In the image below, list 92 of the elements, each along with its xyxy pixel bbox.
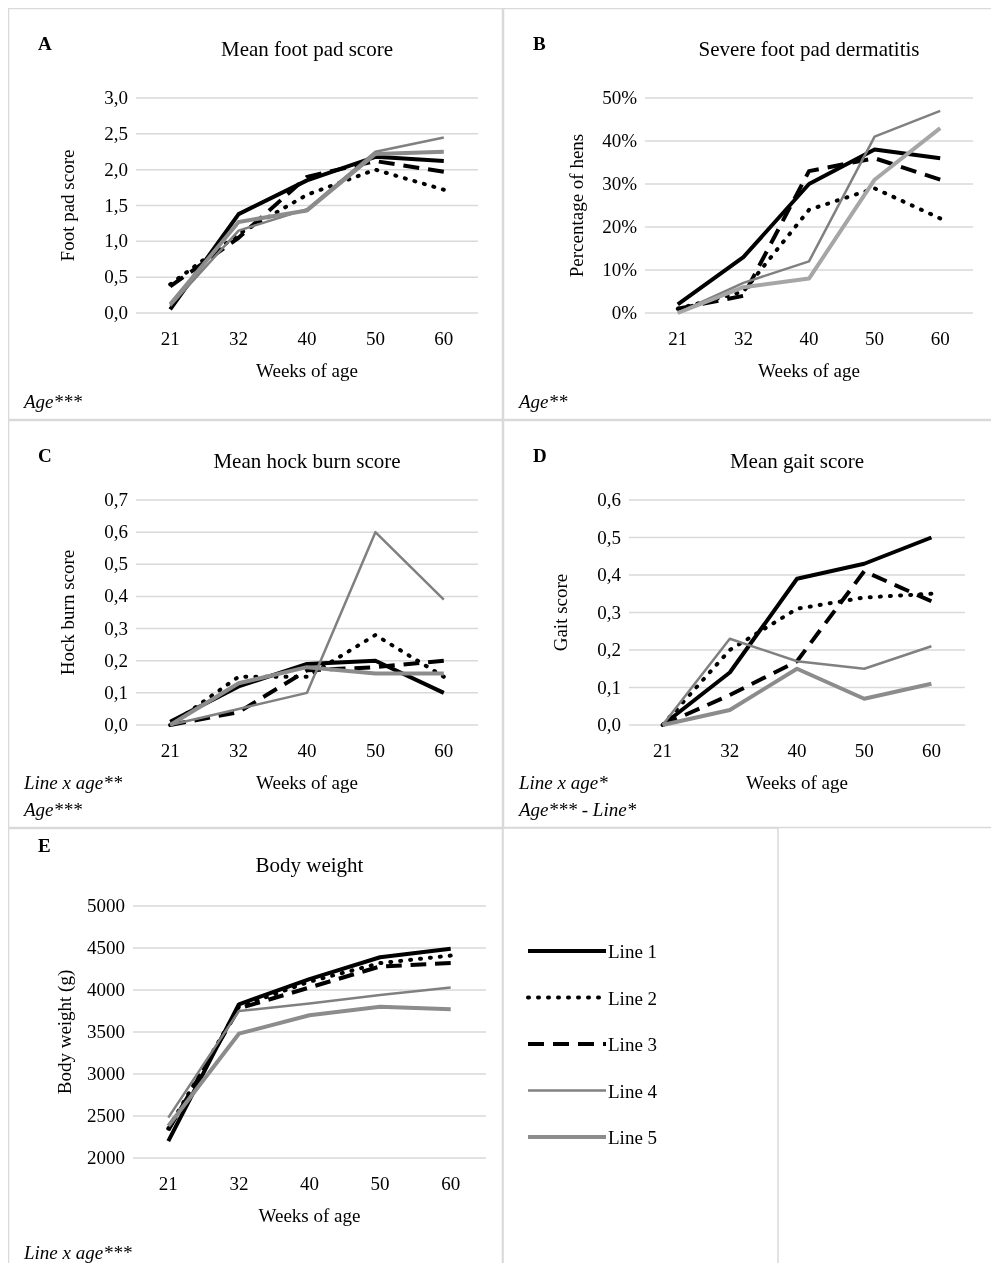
y-axis-title: Foot pad score [57, 149, 78, 262]
text: A [38, 33, 52, 54]
y-tick-label: 1,0 [104, 230, 128, 252]
y-tick-label: 0% [611, 302, 638, 323]
y-tick-label: 0,6 [104, 521, 128, 543]
y-axis-title: Body weight (g) [54, 969, 76, 1095]
y-tick-label: 0,5 [104, 266, 128, 288]
y-tick-label: 0,0 [104, 714, 128, 735]
y-tick-label: 0,1 [597, 676, 621, 698]
y-tick-label: 0,3 [104, 617, 128, 639]
y-tick-label: 2,5 [104, 122, 128, 144]
y-tick-label: 30% [602, 173, 638, 194]
y-tick-label: 0,2 [597, 639, 621, 660]
y-tick-label: 0,4 [104, 585, 129, 607]
x-tick-label: 50 [365, 328, 385, 349]
y-tick-label: 2000 [87, 1147, 125, 1168]
text: Line x age* [518, 772, 609, 793]
y-tick-label: 0,5 [104, 553, 128, 575]
x-tick-label: 21 [653, 740, 673, 761]
x-tick-label: 50 [854, 740, 874, 761]
y-axis-title: Hock burn score [57, 549, 78, 676]
legend-label: Line 5 [608, 1127, 658, 1148]
x-tick-label: 50 [370, 1173, 390, 1194]
y-tick-label: 50% [602, 87, 638, 108]
x-tick-label: 60 [930, 328, 950, 349]
x-tick-label: 32 [229, 1173, 249, 1194]
x-tick-label: 60 [441, 1173, 461, 1194]
x-tick-label: 60 [434, 740, 454, 761]
x-tick-label: 40 [297, 740, 317, 761]
y-tick-label: 0,2 [104, 649, 128, 671]
y-tick-label: 4000 [87, 979, 125, 1000]
x-axis-title: Weeks of age [256, 772, 358, 793]
legend-label: Line 4 [608, 1080, 658, 1102]
x-axis-title: Weeks of age [746, 772, 848, 793]
y-tick-label: 3500 [87, 1021, 125, 1042]
y-tick-label: 3,0 [104, 87, 128, 108]
text: Line x age*** [23, 1242, 133, 1263]
legend-label: Line 3 [608, 1034, 658, 1055]
y-tick-label: 0,1 [104, 681, 128, 703]
x-tick-label: 40 [787, 740, 807, 761]
chart-title: Mean gait score [729, 449, 865, 473]
text: Age** [517, 391, 569, 412]
x-tick-label: 21 [668, 328, 688, 349]
x-tick-label: 50 [365, 740, 385, 761]
x-axis-title: Weeks of age [258, 1205, 361, 1226]
text: C [38, 445, 52, 466]
chart-title: Severe foot pad dermatitis [698, 37, 920, 61]
chart-title: Mean foot pad score [220, 37, 394, 61]
x-tick-label: 32 [733, 328, 753, 349]
y-tick-label: 10% [602, 259, 638, 280]
x-tick-label: 60 [921, 740, 941, 761]
y-tick-label: 0,3 [597, 601, 621, 623]
text: Age*** [22, 799, 83, 820]
y-tick-label: 1,5 [104, 194, 128, 216]
legend-label: Line 2 [608, 987, 658, 1009]
x-tick-label: 40 [297, 328, 317, 349]
y-tick-label: 2500 [87, 1105, 125, 1126]
text: B [533, 33, 546, 54]
chart-title: Mean hock burn score [213, 449, 401, 473]
y-tick-label: 40% [602, 130, 638, 151]
y-tick-label: 20% [602, 216, 638, 237]
y-axis-title: Percentage of hens [566, 133, 587, 278]
x-tick-label: 50 [865, 328, 885, 349]
y-tick-label: 0,5 [597, 526, 621, 548]
x-tick-label: 40 [799, 328, 819, 349]
text: Line x age** [23, 772, 123, 793]
x-tick-label: 32 [229, 740, 249, 761]
y-axis-title: Gait score [550, 573, 571, 652]
y-tick-label: 0,0 [104, 302, 128, 323]
y-tick-label: 0,0 [597, 714, 621, 735]
x-tick-label: 32 [720, 740, 740, 761]
y-tick-label: 4500 [87, 937, 125, 958]
x-axis-title: Weeks of age [758, 360, 860, 381]
y-tick-label: 0,4 [597, 564, 622, 585]
x-tick-label: 60 [434, 328, 454, 349]
x-tick-label: 32 [229, 328, 249, 349]
text: D [533, 445, 547, 466]
text: Age*** [22, 391, 83, 412]
y-tick-label: 5000 [87, 895, 125, 916]
x-tick-label: 21 [160, 740, 180, 761]
y-tick-label: 0,6 [597, 489, 621, 510]
chart-title: Body weight [255, 853, 364, 877]
text: Age*** - Line* [517, 799, 637, 820]
x-tick-label: 21 [160, 328, 180, 349]
y-tick-label: 3000 [87, 1063, 125, 1084]
text: E [38, 835, 51, 856]
y-tick-label: 0,7 [104, 489, 128, 510]
y-tick-label: 2,0 [104, 158, 128, 180]
x-tick-label: 21 [158, 1173, 178, 1194]
x-axis-title: Weeks of age [256, 360, 358, 381]
x-tick-label: 40 [300, 1173, 319, 1194]
legend-label: Line 1 [608, 941, 658, 962]
